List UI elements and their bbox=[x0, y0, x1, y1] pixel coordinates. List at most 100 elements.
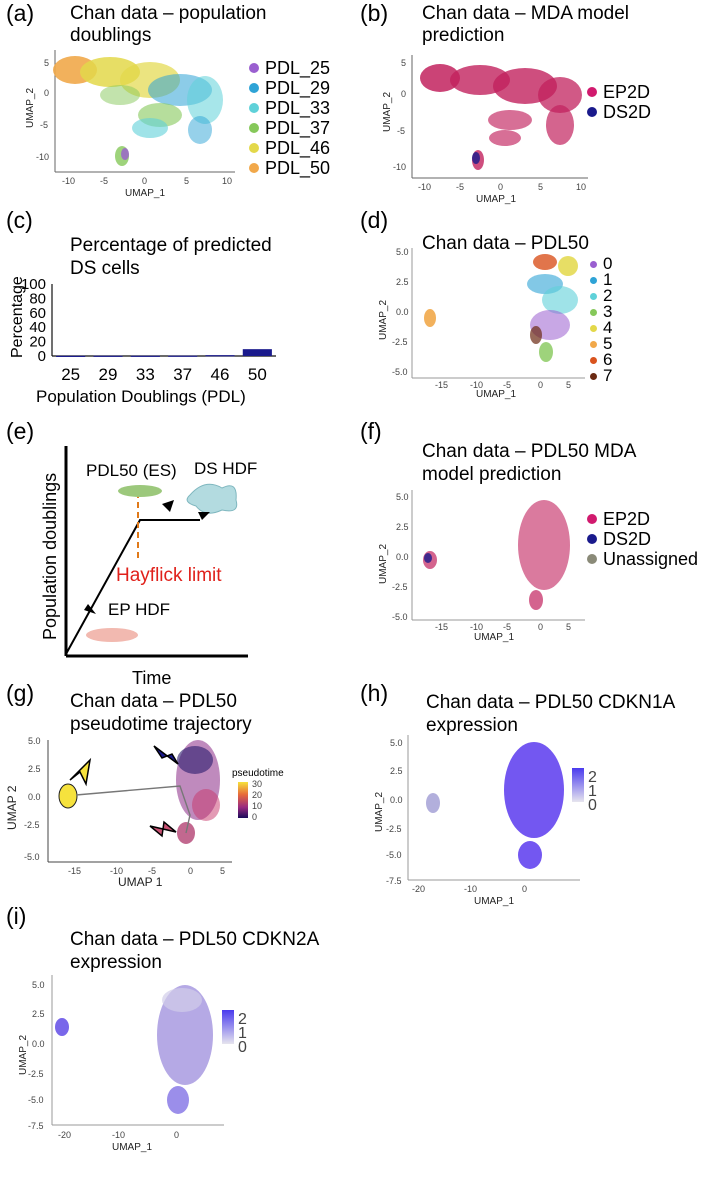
panel-g-ytick: 2.5 bbox=[28, 764, 41, 774]
panel-g-title-line1: Chan data – PDL50 bbox=[70, 691, 237, 712]
panel-d-legend: 0 1 2 3 4 5 6 7 bbox=[590, 254, 613, 385]
legend-label: PDL_33 bbox=[265, 98, 331, 118]
legend-label: 5 bbox=[603, 334, 613, 353]
panel-a-title-line2: doublings bbox=[70, 25, 152, 46]
ds-hdf-label: DS HDF bbox=[194, 459, 258, 478]
legend-item: 7 bbox=[590, 366, 612, 385]
panel-a-legend: PDL_25 PDL_29 PDL_33 PDL_37 PDL_46 PDL_5… bbox=[249, 58, 330, 178]
panel-h-ytick: 0.0 bbox=[390, 795, 403, 805]
legend-item: 6 bbox=[590, 350, 612, 369]
panel-e-letter: (e) bbox=[6, 418, 35, 444]
panel-d-xtick: -15 bbox=[435, 380, 448, 390]
panel-d-cells bbox=[424, 254, 578, 362]
bar bbox=[130, 355, 160, 357]
panel-h-title-line2: expression bbox=[426, 715, 518, 736]
legend-swatch bbox=[590, 372, 597, 380]
panel-f-title-line2: model prediction bbox=[422, 464, 562, 485]
bar-ytick-label: 20 bbox=[29, 334, 46, 351]
arrow-icon bbox=[149, 820, 177, 838]
legend-swatch bbox=[590, 276, 597, 284]
legend-item: PDL_33 bbox=[249, 98, 330, 118]
legend-item: Unassigned bbox=[587, 549, 698, 569]
bar-ytick-label: 80 bbox=[29, 290, 46, 307]
legend-swatch bbox=[590, 324, 597, 332]
legend-swatch bbox=[249, 83, 259, 93]
panel-i-xtick: -20 bbox=[58, 1130, 71, 1140]
pseudotime-legend-value: 30 bbox=[252, 779, 262, 789]
panel-d-ytick: 0.0 bbox=[396, 307, 409, 317]
panel-g-xtick: -5 bbox=[148, 866, 156, 876]
panel-g-ylabel: UMAP 2 bbox=[5, 785, 19, 830]
legend-label: 3 bbox=[603, 302, 613, 321]
arrow-icon bbox=[69, 757, 92, 787]
panel-b-ytick: -10 bbox=[393, 162, 406, 172]
legend-label: PDL_25 bbox=[265, 58, 331, 78]
legend-item: 0 bbox=[590, 254, 613, 273]
panel-i-xtick: 0 bbox=[174, 1130, 179, 1140]
panel-d-xtick: 5 bbox=[566, 380, 571, 390]
legend-label: 1 bbox=[603, 270, 613, 289]
panel-i-ytick: 5.0 bbox=[32, 980, 45, 990]
legend-label: DS2D bbox=[603, 529, 652, 549]
legend-item: 3 bbox=[590, 302, 613, 321]
panel-f-xtick: -15 bbox=[435, 622, 448, 632]
legend-swatch bbox=[249, 123, 259, 133]
panel-f-ytick: 2.5 bbox=[396, 522, 409, 532]
panel-h-xtick: 0 bbox=[522, 884, 527, 894]
legend-swatch bbox=[590, 260, 597, 268]
legend-item: PDL_50 bbox=[249, 158, 330, 178]
bar bbox=[56, 355, 86, 357]
panel-i-ytick: -5.0 bbox=[28, 1095, 44, 1105]
panel-a-ytick: 0 bbox=[44, 88, 49, 98]
expression-legend-value: 1 bbox=[588, 783, 597, 800]
panel-i-title-line1: Chan data – PDL50 CDKN2A bbox=[70, 929, 320, 950]
legend-swatch bbox=[590, 308, 597, 316]
legend-label: Unassigned bbox=[603, 549, 699, 569]
panel-i-ytick: 2.5 bbox=[32, 1009, 45, 1019]
panel-f-letter: (f) bbox=[360, 418, 382, 444]
legend-item: 1 bbox=[590, 270, 613, 289]
pseudotime-legend-value: 0 bbox=[252, 812, 257, 822]
panel-b-ylabel: UMAP_2 bbox=[382, 92, 393, 132]
panel-h-ytick: 5.0 bbox=[390, 738, 403, 748]
panel-g-ytick: 5.0 bbox=[28, 736, 41, 746]
panel-c-title-line2: DS cells bbox=[70, 258, 140, 279]
panel-g-xtick: -15 bbox=[68, 866, 81, 876]
panel-e-xlabel: Time bbox=[132, 668, 171, 688]
panel-i-cells bbox=[55, 985, 213, 1114]
panel-a-letter: (a) bbox=[6, 0, 35, 26]
panel-i-ytick: -7.5 bbox=[28, 1121, 44, 1131]
panel-a-xtick: -10 bbox=[62, 176, 75, 186]
panel-b-title-line1: Chan data – MDA model bbox=[422, 3, 630, 24]
panel-c-letter: (c) bbox=[6, 207, 33, 233]
expression-legend-value: 0 bbox=[238, 1039, 247, 1056]
legend-swatch bbox=[249, 163, 259, 173]
panel-b-cells bbox=[420, 64, 582, 170]
panel-e-ylabel: Population doublings bbox=[40, 473, 60, 640]
legend-swatch bbox=[590, 292, 597, 300]
legend-item: EP2D bbox=[587, 82, 651, 102]
panel-a-xtick: 0 bbox=[142, 176, 147, 186]
legend-label: PDL_50 bbox=[265, 158, 331, 178]
ep-cell-icon bbox=[86, 628, 138, 642]
panel-i-letter: (i) bbox=[6, 903, 27, 929]
panel-a-title-line1: Chan data – population bbox=[70, 3, 267, 24]
legend-swatch bbox=[587, 534, 597, 544]
legend-item: DS2D bbox=[587, 529, 698, 549]
panel-a-ytick: 5 bbox=[44, 58, 49, 68]
panel-g-xtick: 0 bbox=[188, 866, 193, 876]
bar-xtick-label: 25 bbox=[61, 365, 80, 384]
legend-label: 0 bbox=[603, 254, 613, 273]
panel-g-letter: (g) bbox=[6, 680, 35, 706]
legend-item: 4 bbox=[590, 318, 612, 337]
pseudotime-colorbar bbox=[238, 782, 248, 818]
panel-a-xtick: 10 bbox=[222, 176, 232, 186]
panel-f-title-line1: Chan data – PDL50 MDA bbox=[422, 441, 637, 462]
panel-a-xlabel: UMAP_1 bbox=[125, 188, 165, 199]
panel-c-xlabel: Population Doublings (PDL) bbox=[36, 387, 246, 406]
es-cell-icon bbox=[118, 485, 162, 497]
